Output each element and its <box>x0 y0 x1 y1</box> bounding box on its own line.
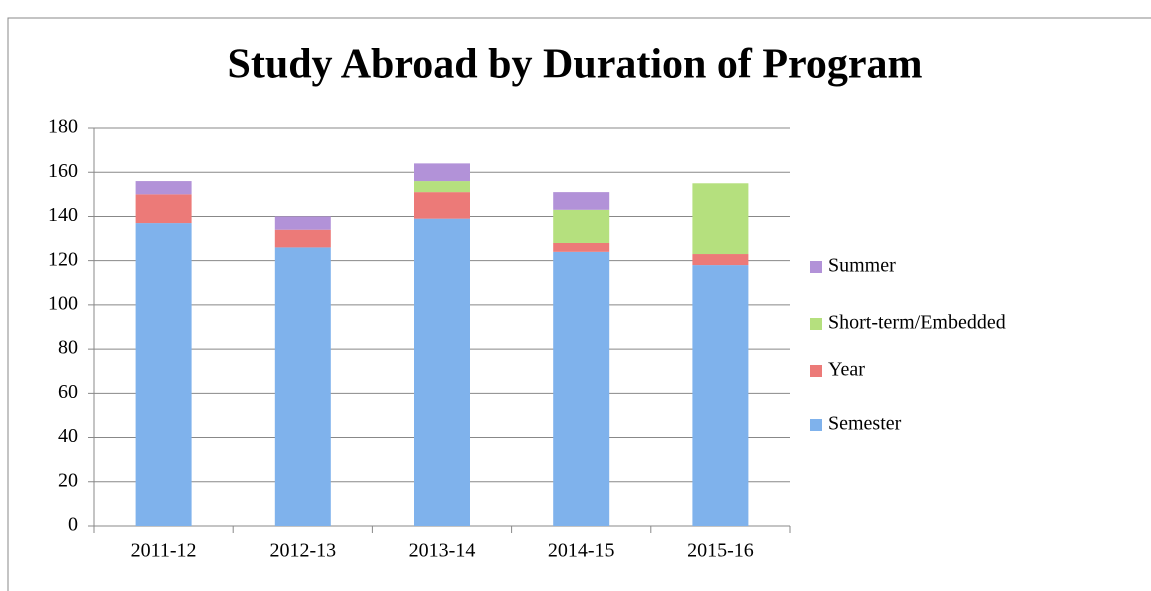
bar-segment <box>274 229 331 248</box>
legend-swatch <box>810 419 822 431</box>
legend-label: Short-term/Embedded <box>828 312 1006 334</box>
y-tick-label: 20 <box>58 469 78 491</box>
bar-segment <box>274 216 331 230</box>
legend-swatch <box>810 318 822 330</box>
y-tick-label: 180 <box>48 116 78 138</box>
bar-segment <box>692 265 749 526</box>
y-tick-label: 100 <box>48 292 78 314</box>
legend-swatch <box>810 261 822 273</box>
bar-segment <box>414 218 470 526</box>
y-tick-label: 120 <box>48 248 78 270</box>
y-tick-label: 60 <box>58 381 78 403</box>
y-tick-label: 140 <box>48 204 78 226</box>
bar-segment <box>553 242 610 252</box>
x-tick-label: 2014-15 <box>548 540 615 562</box>
y-tick-label: 80 <box>58 337 78 359</box>
legend-label: Year <box>828 359 865 381</box>
y-tick-label: 40 <box>58 425 78 447</box>
x-tick-label: 2015-16 <box>687 540 754 562</box>
y-tick-label: 160 <box>48 160 78 182</box>
bar-segment <box>274 247 331 526</box>
bar-segment <box>414 163 470 182</box>
bar-segment <box>553 209 610 243</box>
x-tick-label: 2011-12 <box>131 540 197 562</box>
x-tick-label: 2012-13 <box>269 540 336 562</box>
chart-title: Study Abroad by Duration of Program <box>227 42 922 88</box>
bar-segment <box>135 223 192 527</box>
x-tick-label: 2013-14 <box>409 540 476 562</box>
bar-segment <box>135 181 192 195</box>
bar-segment <box>553 251 610 527</box>
bar-segment <box>135 194 192 224</box>
bar-segment <box>692 254 749 266</box>
bar-segment <box>692 183 749 255</box>
bar-segment <box>553 192 610 210</box>
y-tick-label: 0 <box>68 514 78 536</box>
bar-segment <box>414 181 470 193</box>
bar-segment <box>414 192 470 219</box>
chart-frame <box>7 17 1151 591</box>
legend-swatch <box>810 365 822 377</box>
legend-label: Semester <box>828 413 902 435</box>
legend-label: Summer <box>828 255 896 277</box>
